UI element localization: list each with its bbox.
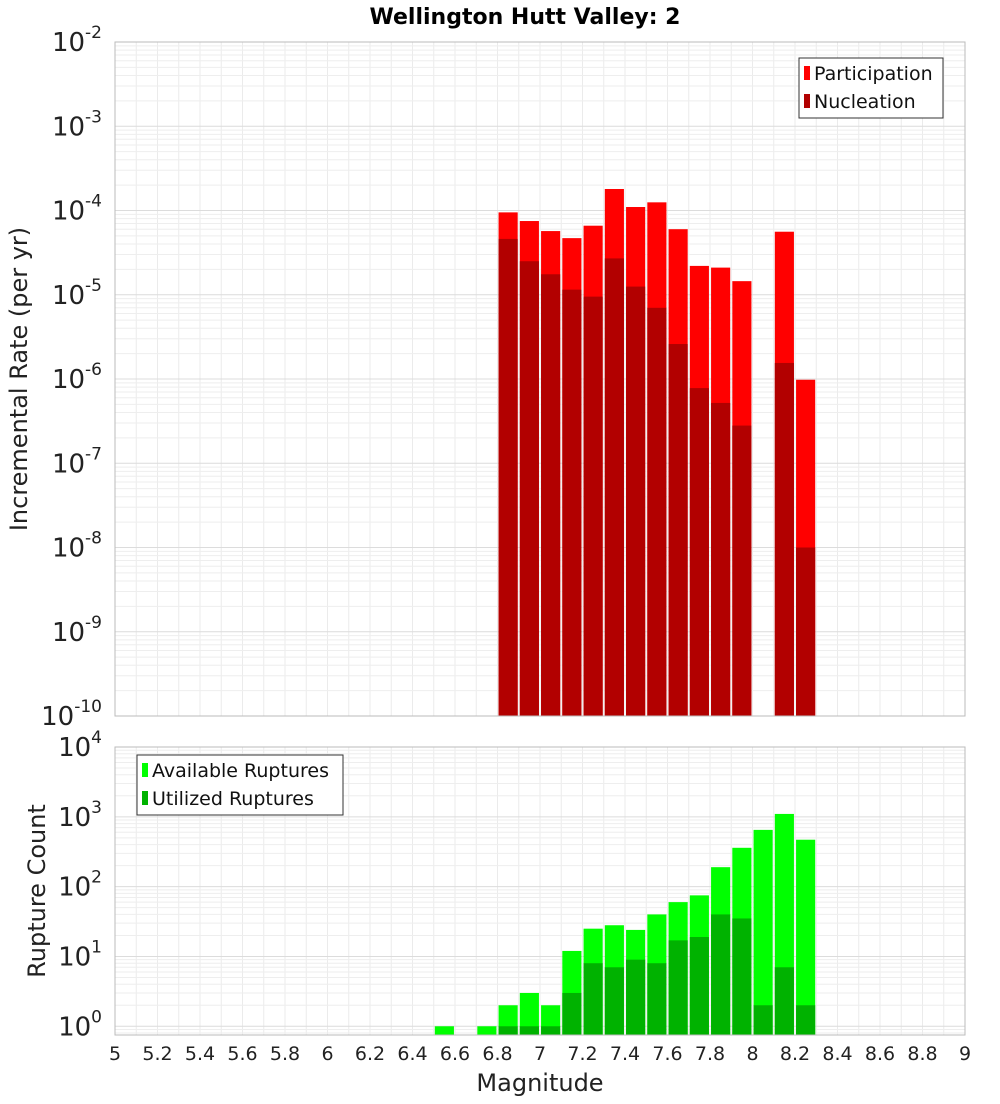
x-tick-label: 8.8	[907, 1043, 937, 1065]
bottom-bar	[626, 959, 646, 1035]
chart-title: Wellington Hutt Valley: 2	[370, 5, 681, 30]
bottom-bar	[753, 1005, 773, 1035]
x-tick-label: 5.2	[142, 1043, 172, 1065]
top-plot-border	[114, 41, 966, 717]
top-bar	[562, 289, 582, 716]
bottom-bar	[562, 992, 582, 1035]
bottom-bar	[711, 914, 731, 1035]
top-bar	[711, 402, 731, 716]
bottom-legend: Available Ruptures Utilized Ruptures	[136, 754, 344, 816]
top-bar	[541, 274, 561, 716]
top-bar	[604, 258, 624, 716]
x-tick-label: 8	[746, 1043, 758, 1065]
x-tick-label: 8.6	[865, 1043, 895, 1065]
x-tick-label: 6.4	[397, 1043, 427, 1065]
x-tick-label: 6.6	[440, 1043, 470, 1065]
bottom-bar	[604, 967, 624, 1035]
bottom-legend-swatch	[142, 791, 148, 805]
top-bar	[732, 425, 752, 716]
top-legend-label: Nucleation	[814, 91, 916, 113]
top-legend-box	[798, 57, 944, 119]
x-tick-label: 5.8	[270, 1043, 300, 1065]
x-tick-label: 7	[534, 1043, 546, 1065]
bottom-bar	[689, 936, 709, 1035]
bottom-series-1	[498, 914, 816, 1035]
bottom-y-tick-label: 102	[58, 868, 102, 903]
top-bar	[774, 362, 794, 716]
top-y-tick-label: 10-6	[52, 360, 102, 395]
top-y-tick-label: 10-3	[52, 107, 102, 142]
bottom-bar	[753, 829, 773, 1035]
top-bar	[519, 261, 539, 716]
bottom-bar	[774, 967, 794, 1035]
x-tick-label: 8.4	[822, 1043, 852, 1065]
bottom-legend-box	[136, 754, 344, 816]
bottom-plot-border	[114, 746, 966, 1036]
top-bar	[583, 296, 603, 716]
bottom-bar	[796, 1005, 816, 1035]
bottom-gridlines	[114, 747, 966, 1035]
bottom-y-tick-label: 100	[58, 1007, 102, 1042]
top-y-tick-label: 10-4	[52, 192, 102, 227]
top-legend-label: Participation	[814, 63, 933, 85]
bottom-bar	[477, 1026, 497, 1035]
bottom-y-tick-label: 103	[58, 798, 102, 833]
bottom-bar	[647, 963, 667, 1035]
bottom-bar	[668, 940, 688, 1035]
top-legend: Participation Nucleation	[798, 57, 944, 119]
x-tick-label: 8.2	[780, 1043, 810, 1065]
bottom-bar	[434, 1026, 454, 1035]
top-y-tick-label: 10-8	[52, 529, 102, 564]
bottom-series-0	[434, 813, 816, 1035]
bottom-legend-swatch	[142, 763, 148, 777]
bottom-bar	[519, 1026, 539, 1035]
x-tick-label: 6.8	[482, 1043, 512, 1065]
bottom-bar	[498, 1026, 518, 1035]
top-series-1	[498, 238, 816, 716]
top-gridlines	[114, 42, 966, 717]
top-y-axis-label: Incremental Rate (per yr)	[5, 227, 33, 531]
top-bar	[498, 238, 518, 716]
top-y-tick-label: 10-5	[52, 276, 102, 311]
top-y-tick-label: 10-10	[41, 697, 102, 732]
top-bar	[668, 344, 688, 716]
x-tick-label: 7.8	[695, 1043, 725, 1065]
x-tick-label: 6	[321, 1043, 333, 1065]
top-y-tick-label: 10-2	[52, 23, 102, 58]
top-y-tick-label: 10-7	[52, 444, 102, 479]
x-tick-label: 6.2	[355, 1043, 385, 1065]
bottom-legend-label: Available Ruptures	[152, 760, 329, 782]
bottom-bar	[732, 918, 752, 1035]
bottom-y-tick-label: 101	[58, 937, 102, 972]
top-bar	[626, 286, 646, 716]
bottom-y-axis-label: Rupture Count	[23, 804, 51, 978]
top-y-tick-label: 10-9	[52, 613, 102, 648]
x-tick-label: 5	[109, 1043, 121, 1065]
x-axis-label: Magnitude	[476, 1069, 603, 1097]
bottom-bar	[583, 963, 603, 1035]
top-bar	[647, 307, 667, 716]
bottom-bar	[519, 992, 539, 1035]
x-tick-label: 7.6	[652, 1043, 682, 1065]
bottom-y-tick-label: 104	[58, 728, 102, 763]
top-bar	[796, 547, 816, 716]
bottom-legend-label: Utilized Ruptures	[152, 788, 314, 810]
top-legend-swatch	[804, 94, 810, 108]
bottom-bar	[541, 1026, 561, 1035]
x-tick-label: 5.4	[185, 1043, 215, 1065]
x-tick-label: 5.6	[227, 1043, 257, 1065]
top-bar	[689, 388, 709, 716]
x-tick-label: 7.2	[567, 1043, 597, 1065]
top-legend-swatch	[804, 66, 810, 80]
x-tick-label: 7.4	[610, 1043, 640, 1065]
x-tick-label: 9	[959, 1043, 971, 1065]
bottom-bar	[796, 839, 816, 1035]
